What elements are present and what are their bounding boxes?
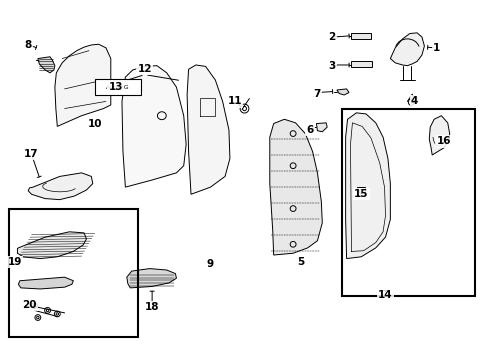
Text: 18: 18 — [144, 302, 159, 312]
Bar — [9, 208, 137, 337]
Polygon shape — [19, 277, 73, 289]
Polygon shape — [316, 123, 326, 132]
Polygon shape — [345, 113, 389, 258]
Text: 1: 1 — [432, 43, 439, 53]
Polygon shape — [28, 173, 93, 200]
Text: 15: 15 — [353, 189, 367, 199]
Text: 17: 17 — [24, 149, 39, 159]
Polygon shape — [187, 65, 229, 194]
Bar — [341, 109, 474, 296]
Polygon shape — [336, 89, 348, 95]
Text: 16: 16 — [436, 136, 450, 147]
Text: 10: 10 — [87, 118, 102, 129]
Text: AIRBAG: AIRBAG — [106, 85, 130, 90]
FancyBboxPatch shape — [95, 79, 141, 95]
Text: 12: 12 — [137, 64, 152, 74]
Text: 19: 19 — [8, 257, 22, 267]
Polygon shape — [18, 232, 86, 258]
Polygon shape — [389, 33, 424, 66]
Text: 3: 3 — [328, 61, 335, 71]
Polygon shape — [351, 33, 370, 39]
Text: 11: 11 — [227, 96, 242, 107]
Text: 4: 4 — [410, 96, 418, 107]
Polygon shape — [428, 116, 449, 155]
Text: 20: 20 — [22, 300, 37, 310]
Polygon shape — [38, 57, 55, 73]
Polygon shape — [55, 44, 111, 126]
Text: 5: 5 — [296, 257, 304, 267]
Polygon shape — [122, 66, 186, 187]
Text: 8: 8 — [24, 40, 32, 50]
Text: 14: 14 — [377, 290, 392, 300]
Text: 13: 13 — [108, 82, 122, 92]
Text: 7: 7 — [313, 89, 321, 99]
Polygon shape — [357, 187, 365, 196]
Polygon shape — [351, 62, 371, 67]
Text: 9: 9 — [206, 259, 214, 269]
Polygon shape — [126, 269, 176, 288]
Polygon shape — [269, 119, 322, 255]
Text: 2: 2 — [328, 32, 335, 42]
Text: 6: 6 — [306, 125, 313, 135]
